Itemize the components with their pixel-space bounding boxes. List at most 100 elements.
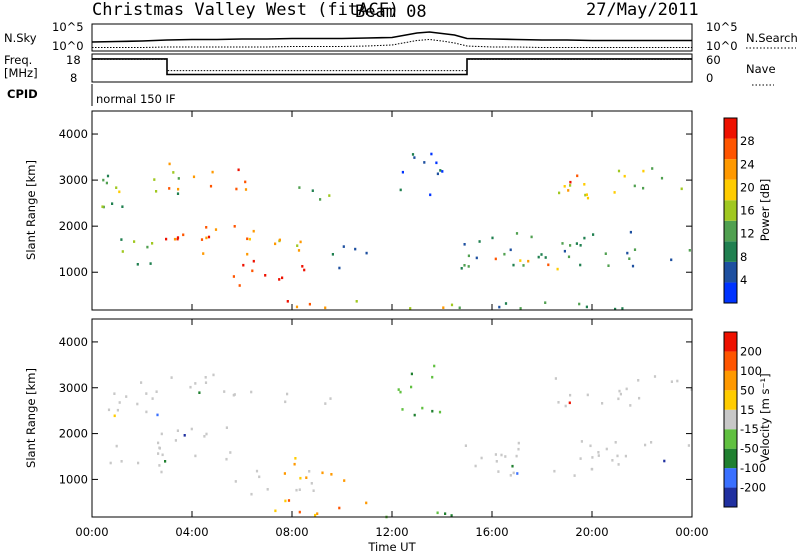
beam-label: Beam 08 [355,2,427,22]
power-cell [146,245,149,249]
power-cell [177,177,180,180]
colorbar-segment [724,370,737,391]
velocity-cell [338,506,341,510]
velocity-cell [433,364,436,368]
power-cell [244,180,247,184]
freq-line [92,58,692,76]
velocity-cell [644,443,647,447]
velocity-cell [663,459,666,463]
velocity-cell [137,461,140,465]
colorbar-segment [724,390,737,410]
velocity-cell [343,479,346,482]
power-y-axis-label: Slant Range [km] [24,160,38,260]
velocity-cell [586,393,589,397]
velocity-cell [198,391,201,394]
power-cell [583,183,586,186]
velocity-cell [115,444,118,448]
power-cell [401,170,404,174]
power-cell [207,235,211,239]
colorbar-segment [724,487,737,507]
velocity-cell [299,476,302,480]
velocity-cell [161,453,164,457]
velocity-cell [310,482,313,485]
power-cell [583,236,586,240]
velocity-cell [312,489,315,492]
velocity-cell [293,462,296,466]
velocity-cell [295,488,298,492]
velocity-cell [158,446,161,450]
power-cell [584,193,587,197]
velocity-cell [431,375,434,379]
nave-line [92,58,692,72]
colorbar-segment [724,448,737,469]
velocity-cell [553,469,556,473]
velocity-cell [113,414,116,418]
velocity-cell [170,376,173,379]
y-tick-label: 3000 [59,173,88,187]
velocity-cell [495,460,498,463]
power-cell [540,253,543,256]
velocity-cell [232,393,235,397]
velocity-cell [611,459,614,462]
power-cell [561,242,564,245]
velocity-cell [204,376,207,379]
sky-noise-line [91,31,692,43]
velocity-cell [274,509,277,513]
velocity-cell [321,471,324,475]
velocity-cell [474,464,477,468]
colorbar-segment [724,241,737,262]
velocity-cell [515,454,518,458]
power-cell [441,170,444,173]
velocity-cell [497,470,500,473]
colorbar-tick-label: 50 [740,383,755,397]
velocity-cell [298,510,301,514]
power-cell [354,247,357,251]
y-tick-label: 4000 [59,335,88,349]
velocity-cell [286,392,289,396]
time-tick-label: 04:00 [175,525,208,539]
freq-tick-high: 18 [66,53,81,67]
power-cell [176,192,180,195]
velocity-cell [619,392,622,396]
velocity-cell [516,472,519,475]
power-cell [563,249,566,253]
power-cell [503,252,506,256]
velocity-cell [617,397,620,401]
colorbar-segment [724,409,737,430]
velocity-cell [116,408,119,412]
velocity-cell [597,451,600,454]
power-cell [458,306,461,310]
velocity-cell [670,380,673,383]
colorbar-tick-label: -100 [740,461,766,475]
power-cell [252,259,255,263]
velocity-cell [155,390,158,393]
velocity-cell [294,457,297,460]
power-cell [522,264,525,267]
power-cell [575,242,578,245]
velocity-cell [421,406,424,410]
y-tick-label: 3000 [59,381,88,395]
velocity-cell [637,379,640,382]
power-cell [578,302,581,306]
power-cell [607,264,610,267]
colorbar-segment [724,332,737,352]
power-colorbar-label: Power [dB] [758,179,772,242]
velocity-cell [194,454,197,458]
colorbar-frame [723,331,738,508]
power-cell [244,188,248,191]
power-cell [299,240,302,244]
velocity-cell [176,429,179,432]
velocity-cell [125,395,128,398]
power-cell [494,257,497,261]
power-cell [688,249,691,252]
power-cell [192,175,196,179]
velocity-cell [183,434,186,437]
nave-label: Nave [746,62,776,76]
velocity-cell [517,447,520,451]
time-tick-label: 16:00 [475,525,508,539]
velocity-cell [365,501,368,505]
power-cell [467,265,470,268]
power-cell [328,194,331,197]
velocity-cell [573,474,576,477]
power-cell [563,185,566,188]
